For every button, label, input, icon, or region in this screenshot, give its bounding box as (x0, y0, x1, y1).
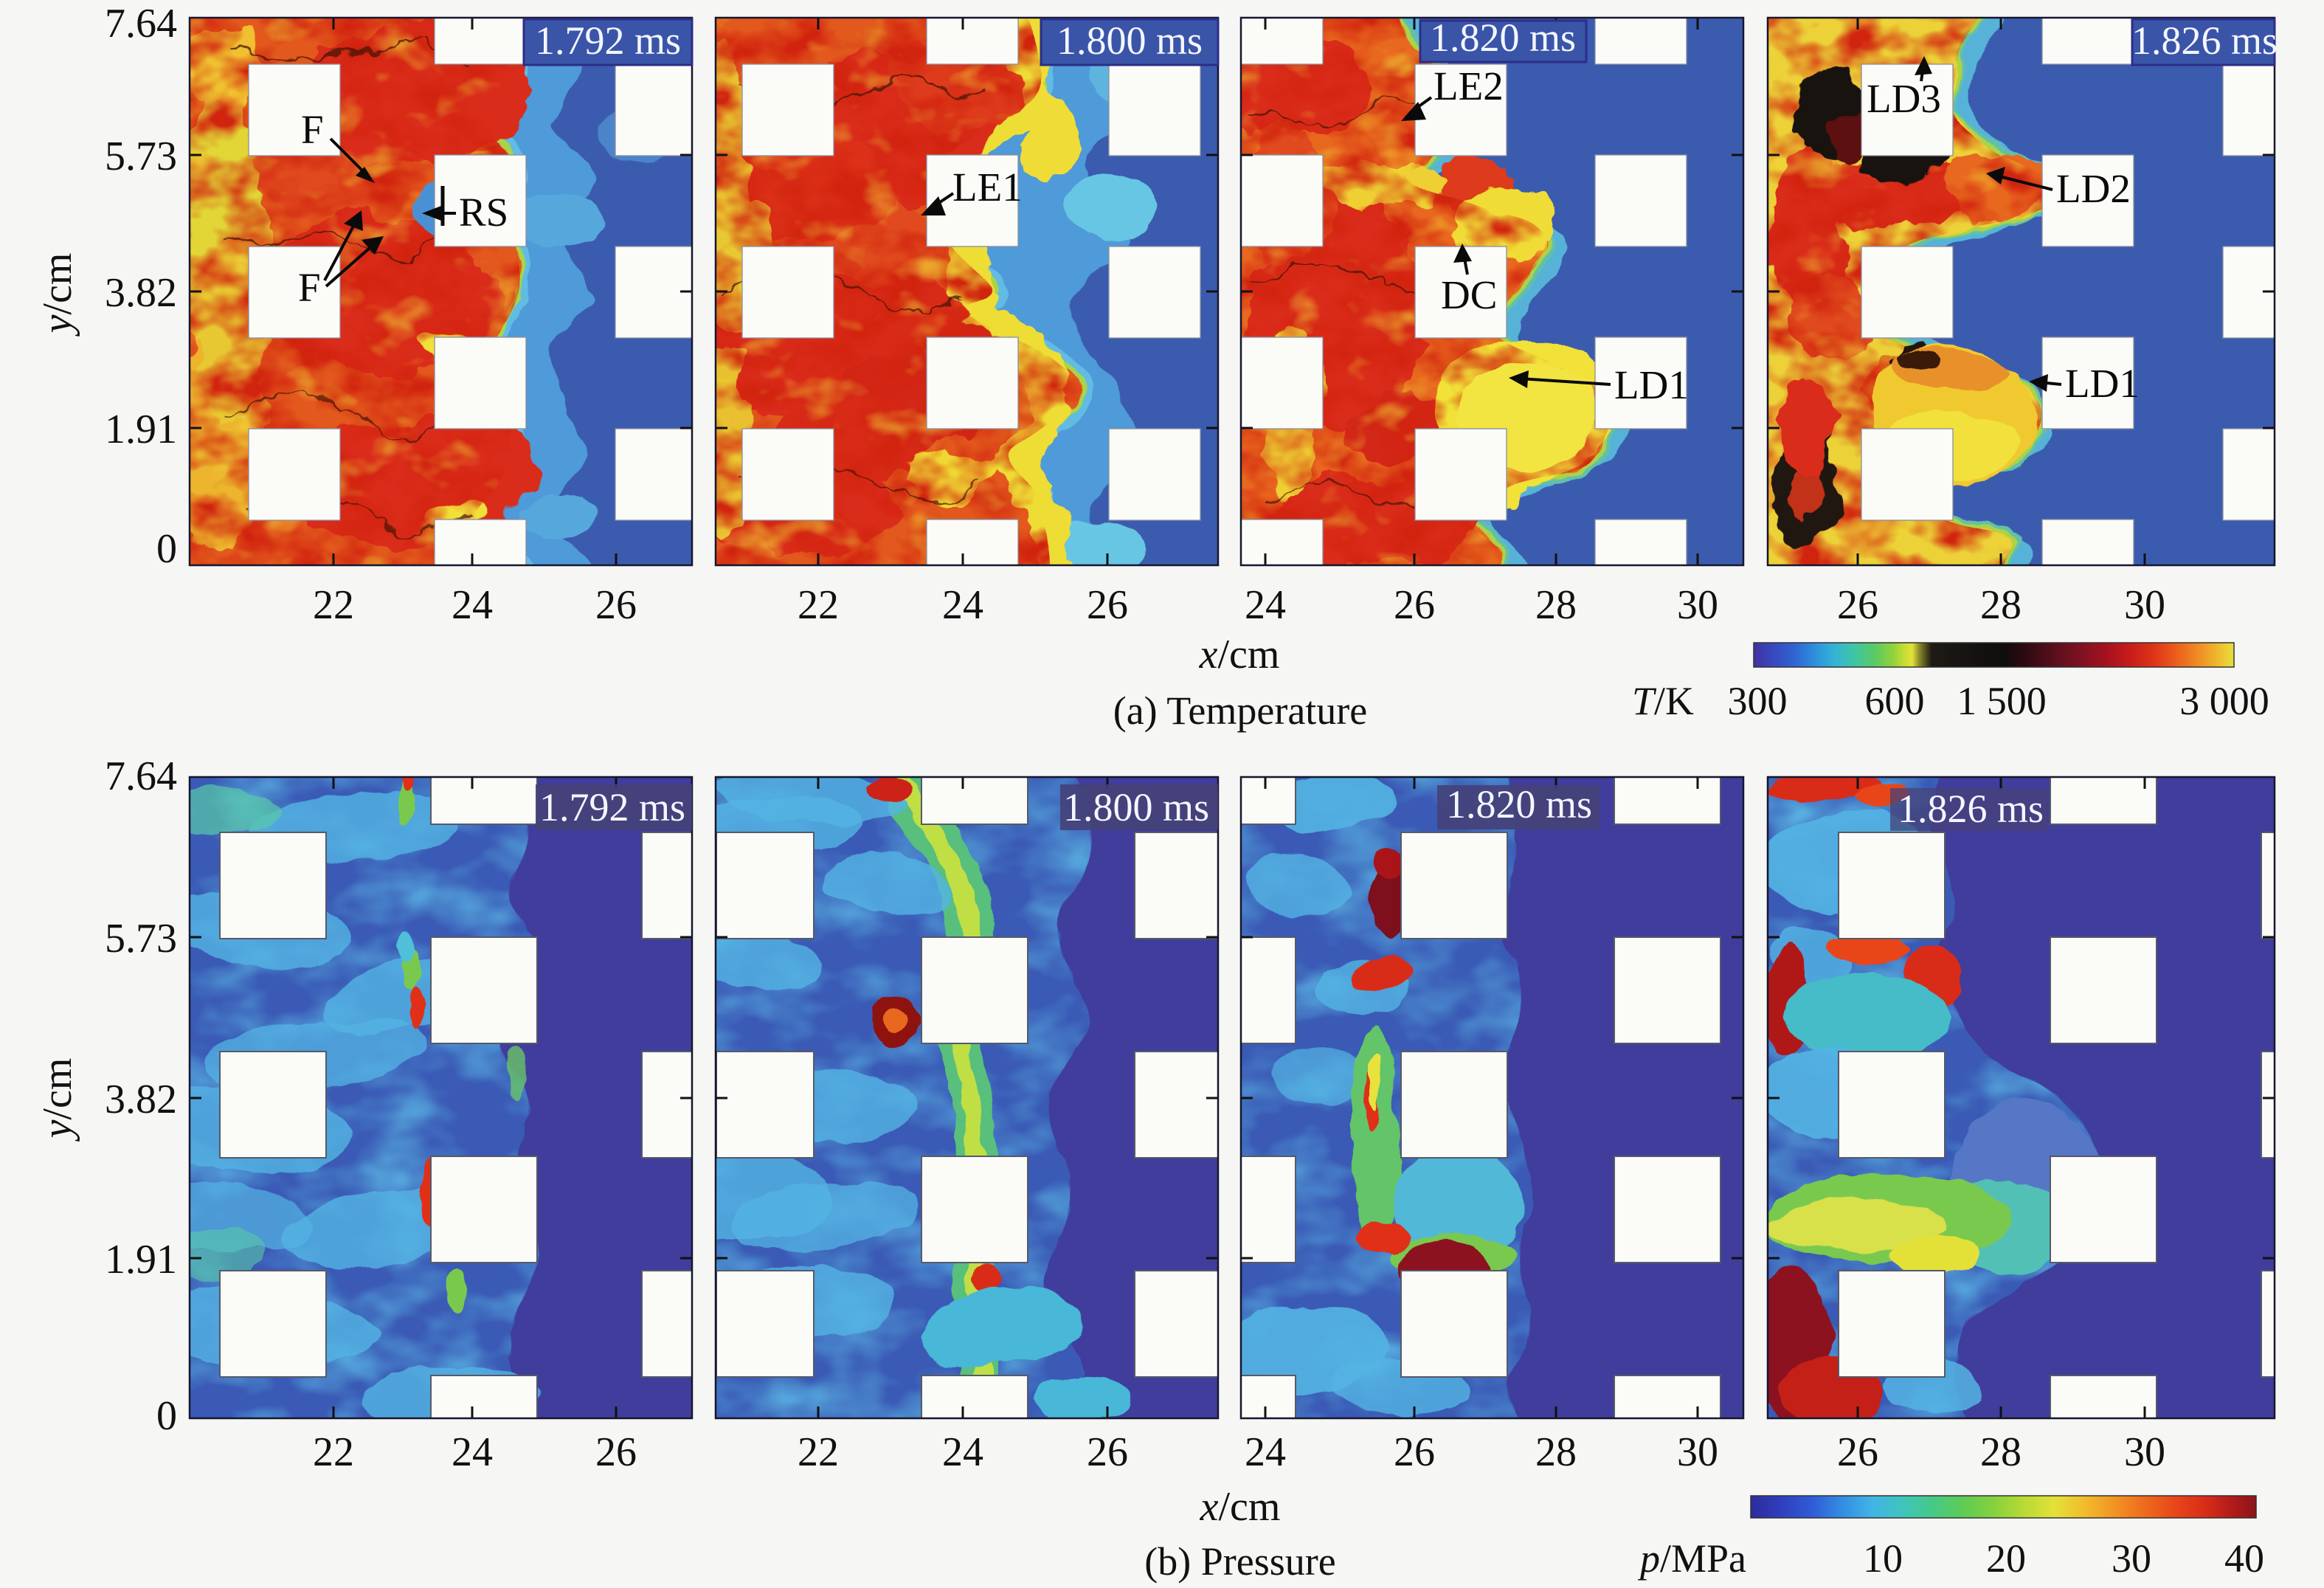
svg-text:24: 24 (942, 1429, 983, 1475)
svg-text:22: 22 (313, 1429, 354, 1475)
svg-text:26: 26 (1837, 582, 1878, 628)
svg-text:30: 30 (1677, 582, 1718, 628)
svg-text:0: 0 (156, 526, 177, 572)
svg-text:1.91: 1.91 (105, 1237, 177, 1283)
svg-text:30: 30 (2112, 1536, 2151, 1581)
svg-text:22: 22 (313, 582, 354, 628)
svg-text:1.800 ms: 1.800 ms (1063, 785, 1209, 829)
svg-text:T/K: T/K (1632, 679, 1694, 723)
svg-text:300: 300 (1728, 679, 1788, 723)
svg-text:20: 20 (1986, 1536, 2026, 1581)
svg-text:26: 26 (1394, 582, 1435, 628)
svg-text:7.64: 7.64 (105, 1, 177, 46)
svg-text:40: 40 (2224, 1536, 2264, 1581)
svg-text:y/cm: y/cm (35, 253, 80, 337)
svg-text:LD3: LD3 (1867, 76, 1941, 121)
svg-text:3 000: 3 000 (2179, 679, 2269, 723)
svg-text:x/cm: x/cm (1199, 632, 1280, 677)
svg-text:5.73: 5.73 (105, 134, 177, 179)
svg-text:RS: RS (459, 190, 508, 235)
svg-text:24: 24 (452, 1429, 493, 1475)
svg-text:1.820 ms: 1.820 ms (1430, 15, 1576, 60)
svg-text:7.64: 7.64 (105, 753, 177, 799)
svg-text:(b) Pressure: (b) Pressure (1144, 1539, 1335, 1584)
svg-text:30: 30 (2124, 582, 2165, 628)
svg-text:28: 28 (1535, 582, 1577, 628)
svg-text:1.800 ms: 1.800 ms (1056, 18, 1203, 63)
svg-text:1.792 ms: 1.792 ms (535, 18, 681, 63)
svg-text:1.792 ms: 1.792 ms (539, 785, 685, 829)
svg-text:p/MPa: p/MPa (1637, 1536, 1746, 1581)
svg-text:24: 24 (942, 582, 983, 628)
svg-text:22: 22 (798, 582, 839, 628)
svg-text:x/cm: x/cm (1200, 1484, 1281, 1530)
svg-text:(a) Temperature: (a) Temperature (1113, 688, 1368, 733)
svg-text:LD1: LD1 (1614, 362, 1689, 407)
svg-text:28: 28 (1980, 1429, 2022, 1475)
svg-text:24: 24 (452, 582, 493, 628)
svg-text:LD2: LD2 (2056, 166, 2131, 211)
svg-text:26: 26 (595, 1429, 637, 1475)
svg-text:3.82: 3.82 (105, 1077, 177, 1122)
svg-text:22: 22 (798, 1429, 839, 1475)
svg-text:26: 26 (1394, 1429, 1435, 1475)
svg-text:26: 26 (1087, 582, 1128, 628)
svg-text:30: 30 (1677, 1429, 1718, 1475)
svg-text:1.820 ms: 1.820 ms (1446, 782, 1592, 826)
svg-text:5.73: 5.73 (105, 916, 177, 962)
svg-text:LE1: LE1 (952, 165, 1023, 210)
svg-text:y/cm: y/cm (35, 1058, 80, 1142)
svg-text:1 500: 1 500 (1957, 679, 2047, 723)
svg-text:30: 30 (2124, 1429, 2165, 1475)
svg-text:LD1: LD1 (2065, 361, 2140, 406)
svg-text:F: F (298, 265, 321, 310)
svg-text:F: F (301, 107, 324, 152)
svg-text:1.91: 1.91 (105, 407, 177, 452)
svg-text:LE2: LE2 (1434, 63, 1504, 108)
svg-text:24: 24 (1245, 1429, 1286, 1475)
svg-text:26: 26 (1087, 1429, 1128, 1475)
svg-text:24: 24 (1245, 582, 1286, 628)
svg-text:1.826 ms: 1.826 ms (2131, 18, 2278, 63)
svg-text:10: 10 (1863, 1536, 1903, 1581)
svg-text:26: 26 (1837, 1429, 1878, 1475)
svg-text:DC: DC (1441, 272, 1497, 317)
svg-text:1.826 ms: 1.826 ms (1898, 787, 2044, 831)
svg-text:28: 28 (1980, 582, 2022, 628)
svg-text:0: 0 (156, 1393, 177, 1439)
svg-text:28: 28 (1535, 1429, 1577, 1475)
svg-text:3.82: 3.82 (105, 270, 177, 316)
svg-text:26: 26 (595, 582, 637, 628)
svg-text:600: 600 (1865, 679, 1925, 723)
